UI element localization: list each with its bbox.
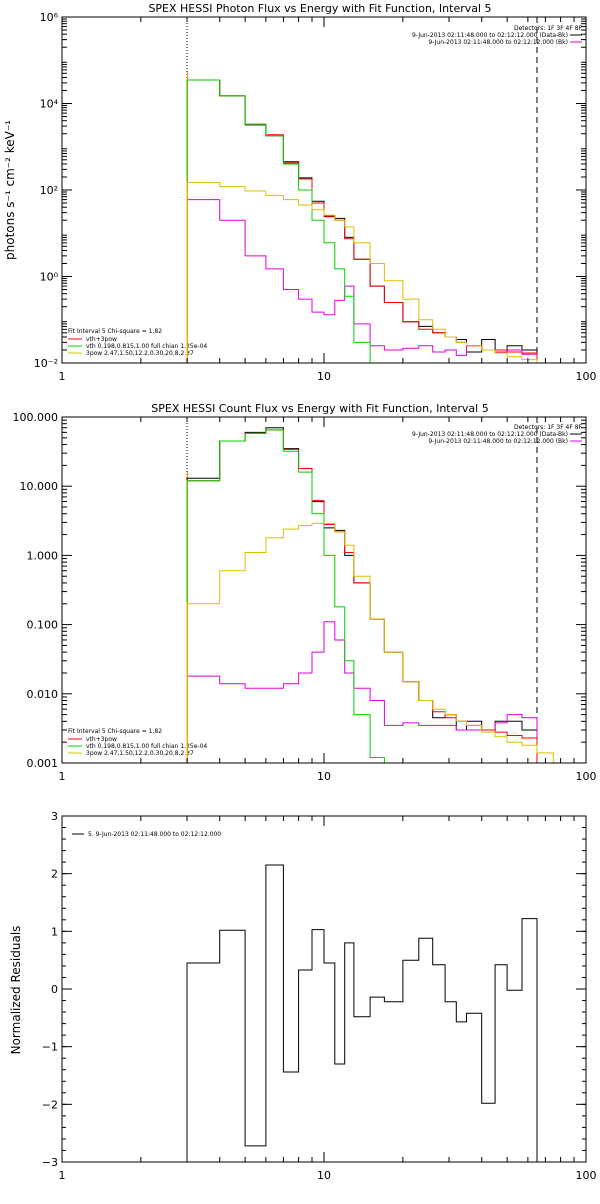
y-tick-label: 10⁻² (34, 357, 58, 370)
y-tick-label: 100.000 (13, 411, 59, 424)
count-legend-fit-header: Fit Interval 5 Chi-square = 1.82 (68, 728, 162, 735)
x-tick-label: 10 (317, 770, 331, 783)
count-legend-thermal-label: vth 0.198,0.815,1.00 full chian 1.25e-04 (86, 743, 207, 750)
y-tick-label: 10⁰ (40, 271, 59, 284)
y-tick-label: −3 (42, 1156, 58, 1169)
y-tick-label: 10⁶ (40, 11, 59, 24)
photon-flux-title: SPEX HESSI Photon Flux vs Energy with Fi… (148, 2, 491, 15)
x-tick-label: 10 (317, 1169, 331, 1182)
y-tick-label: 1.000 (27, 549, 59, 562)
x-tick-label: 1 (59, 1169, 66, 1182)
photon-legend-detectors: Detectors: 1F 3F 4F 8F (514, 25, 583, 32)
count-legend-nonthermal-label: 3pow 2.47,1.50,12.2,0.30,20.8,2.37 (86, 750, 194, 757)
y-tick-label: 0.010 (27, 688, 59, 701)
x-tick-label: 1 (59, 370, 66, 383)
count-flux-panel: SPEX HESSI Count Flux vs Energy with Fit… (13, 402, 597, 783)
photon-legend-total-label: vth+3pow (86, 336, 117, 343)
x-tick-label: 10 (317, 370, 331, 383)
x-tick-label: 100 (576, 1169, 597, 1182)
y-tick-label: 3 (51, 810, 58, 823)
photon-legend-bk-interval: 9-Jun-2013 02:11:48.000 to 02:12:12.000 … (428, 39, 568, 46)
residuals-y-axis-label: Normalized Residuals (9, 926, 23, 1055)
series-vth-line (186, 429, 385, 763)
y-tick-label: 0.100 (27, 619, 59, 632)
residuals-legend-label: 5. 9-Jun-2013 02:11:48.000 to 02:12:12.0… (88, 831, 221, 838)
photon-flux-panel: SPEX HESSI Photon Flux vs Energy with Fi… (3, 2, 597, 383)
count-legend-total-label: vth+3pow (86, 736, 117, 743)
count-legend-bk-interval: 9-Jun-2013 02:11:48.000 to 02:12:12.000 … (428, 438, 568, 445)
residuals-panel: Normalized Residuals 5. 9-Jun-2013 02:11… (9, 810, 597, 1182)
count-legend-detectors: Detectors: 1F 3F 4F 8F (514, 424, 583, 431)
y-tick-label: 1 (51, 925, 58, 938)
x-tick-label: 100 (576, 770, 597, 783)
series-3pow-line (186, 181, 554, 363)
series-3pow-line (186, 522, 575, 763)
x-tick-label: 100 (576, 370, 597, 383)
series-vth-line (186, 79, 385, 363)
y-tick-label: 10² (40, 184, 58, 197)
y-tick-label: 2 (51, 868, 58, 881)
y-tick-label: 10.000 (20, 480, 59, 493)
photon-flux-y-axis-label: photons s⁻¹ cm⁻² keV⁻¹ (3, 120, 17, 260)
y-tick-label: 10⁴ (40, 98, 59, 111)
count-flux-title: SPEX HESSI Count Flux vs Energy with Fit… (151, 402, 488, 415)
photon-legend-data-interval: 9-Jun-2013 02:11:48.000 to 02:12:12.000 … (412, 32, 568, 39)
y-tick-label: 0 (51, 983, 58, 996)
y-tick-label: 0.001 (27, 757, 59, 770)
x-tick-label: 1 (59, 770, 66, 783)
photon-legend-nonthermal-label: 3pow 2.47,1.50,12.2,0.30,20.8,2.37 (86, 350, 194, 357)
photon-legend-fit-header: Fit Interval 5 Chi-square = 1.82 (68, 328, 162, 335)
photon-legend-thermal-label: vth 0.198,0.815,1.00 full chian 1.25e-04 (86, 343, 207, 350)
y-tick-label: −1 (42, 1041, 58, 1054)
series-residuals-line (186, 864, 538, 1162)
count-legend-data-interval: 9-Jun-2013 02:11:48.000 to 02:12:12.000 … (412, 431, 568, 438)
y-tick-label: −2 (42, 1098, 58, 1111)
